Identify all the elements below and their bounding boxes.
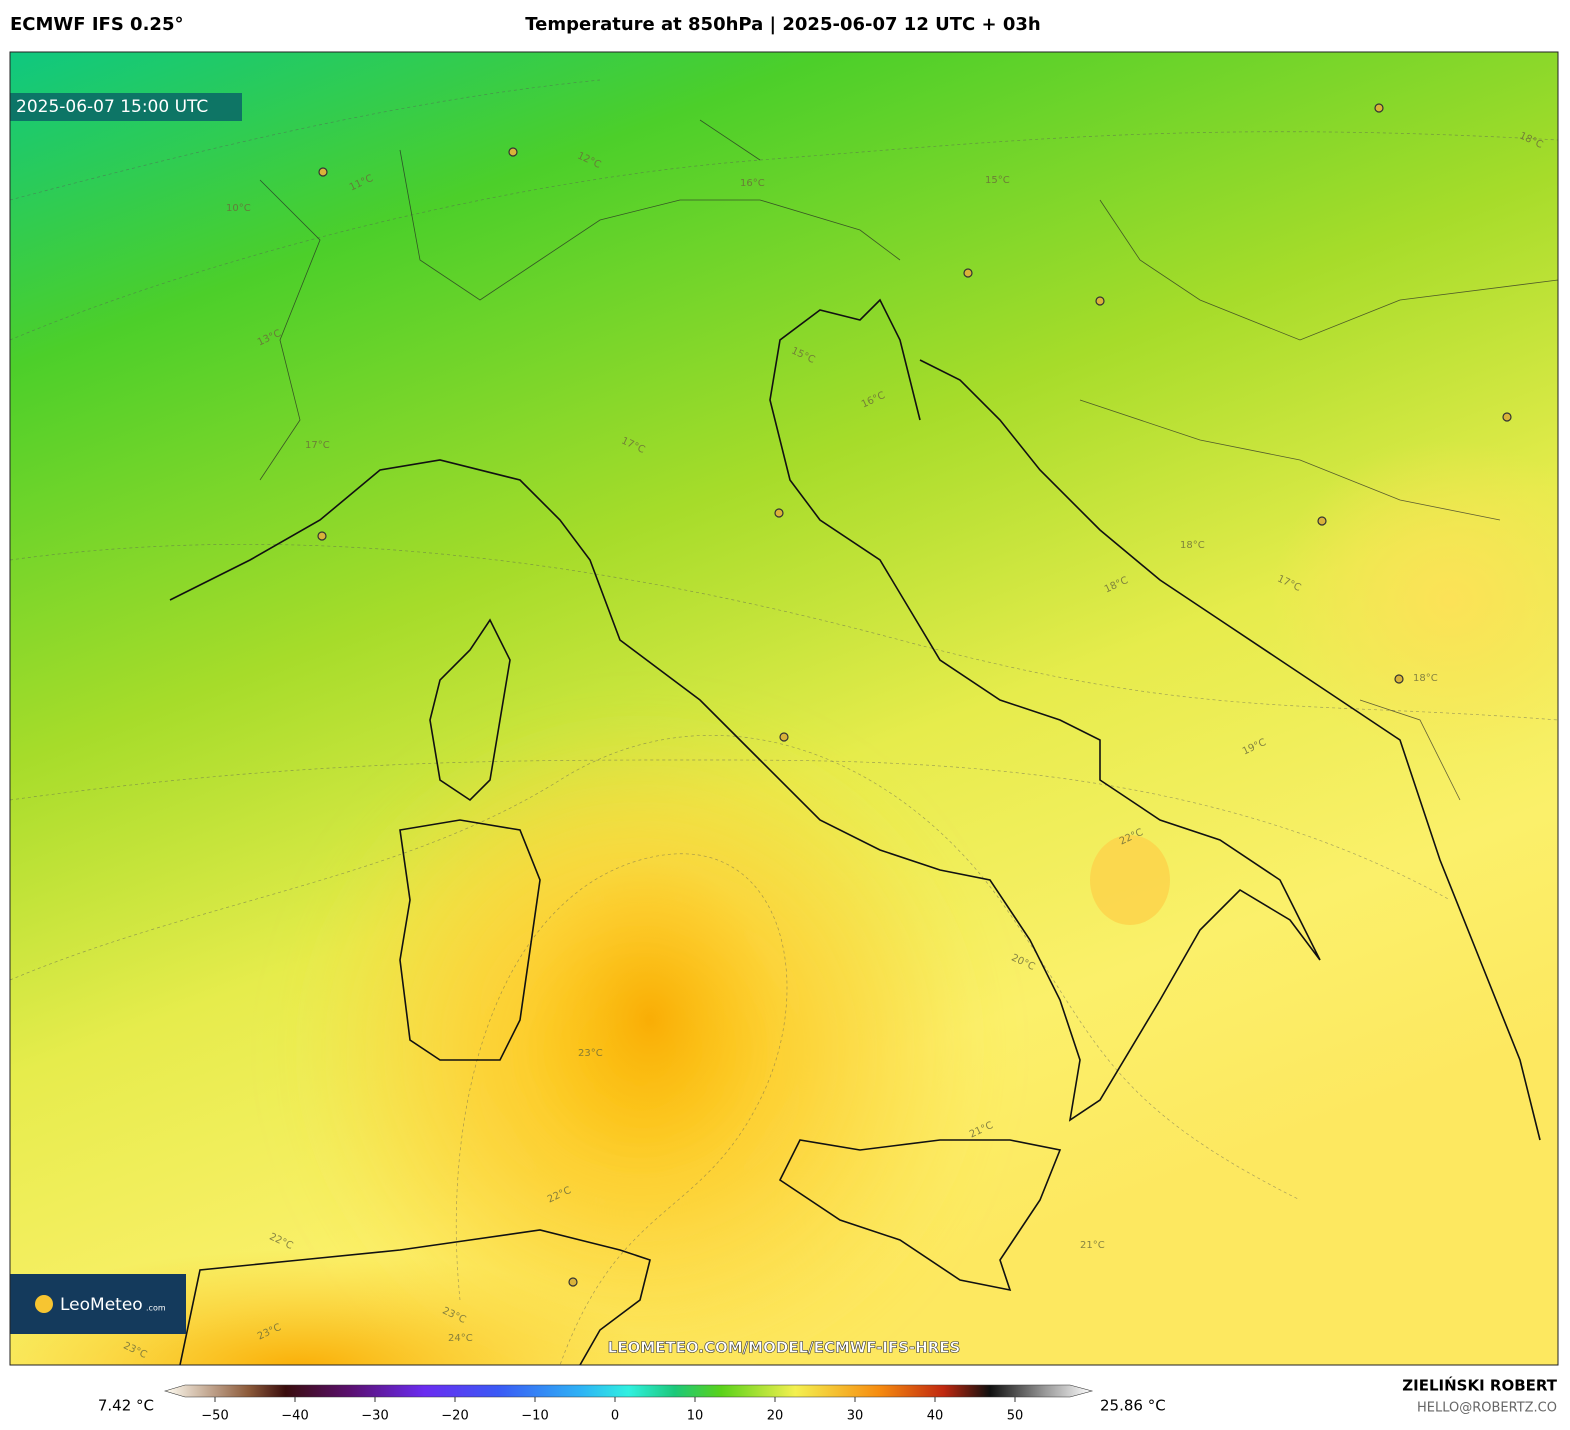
isotherm [10,79,601,201]
author-name: ZIELIŃSKI ROBERT [1402,1376,1557,1395]
colorbar-tick-label: 20 [767,1409,784,1424]
logo-name: LeoMeteo [60,1295,143,1315]
contour-label: 21°C [1080,1240,1105,1251]
city-marker [963,268,973,278]
sardinia [399,819,541,1061]
model-name: ECMWF IFS 0.25° [10,14,183,35]
map-frame [9,51,1559,1366]
colorbar-tick-label: 40 [927,1409,944,1424]
map: 11°C10°C12°C13°C16°C15°C16°C17°C 17°C18°C… [10,52,1558,1365]
city-marker [1374,103,1384,113]
colorbar-tick-label: −50 [201,1409,228,1424]
watermark: LEOMETEO.COM/MODEL/ECMWF-IFS-HRES [608,1339,961,1357]
colorbar-tick-label: 50 [1007,1409,1024,1424]
isotherm [10,131,1558,341]
corsica [429,618,511,802]
contour-label: 24°C [448,1333,473,1344]
coastline [179,1229,651,1365]
contour-label: 15°C [985,175,1010,186]
city-marker [1095,296,1105,306]
city-marker [508,147,518,157]
contour-label: 23°C [578,1048,603,1059]
author-contact: HELLO@ROBERTZ.CO [1417,1401,1557,1416]
colorbar-tick-label: 30 [847,1409,864,1424]
min-value: 7.42 °C [98,1397,154,1415]
border [259,119,1558,801]
colorbar-ticks: −50 −40 −30 −20 −10 0 10 20 30 40 50 [201,1397,1023,1424]
city-marker [318,167,328,177]
coastline [919,359,1541,1141]
contour-label: 17°C [305,440,330,451]
city-marker [1394,674,1404,684]
colorbar [163,1384,1094,1398]
city-marker [774,508,784,518]
map-title: Temperature at 850hPa | 2025-06-07 12 UT… [525,14,1040,35]
contour-label: 10°C [226,203,251,214]
colorbar-tick-label: −40 [281,1409,308,1424]
contour-label: 18°C [1180,540,1205,551]
isotherm [10,759,1451,901]
city-marker [779,732,789,742]
colorbar-tick-label: −20 [441,1409,468,1424]
coastline [169,298,1321,1122]
sicily [778,1139,1062,1292]
cities [317,103,1512,1287]
colorbar-tick-label: −10 [521,1409,548,1424]
contour-label: 18°C [1413,673,1438,684]
logo-sun [35,1295,53,1313]
city-marker [317,531,327,541]
colorbar-tick-label: 0 [611,1409,619,1424]
warm-area [1090,835,1170,925]
timestamp-box [10,93,242,121]
colorbar-tick-label: −30 [361,1409,388,1424]
logo-suffix: .com [146,1304,166,1313]
contour-label: 16°C [740,178,765,189]
city-marker [568,1277,578,1287]
city-marker [1502,412,1512,422]
colorbar-tick-label: 10 [687,1409,704,1424]
max-value: 25.86 °C [1100,1397,1166,1415]
timestamp: 2025-06-07 15:00 UTC [16,97,208,117]
isotherm [10,543,1558,721]
warm-area [1270,440,1558,760]
city-marker [1317,516,1327,526]
hot-core [520,860,780,1180]
